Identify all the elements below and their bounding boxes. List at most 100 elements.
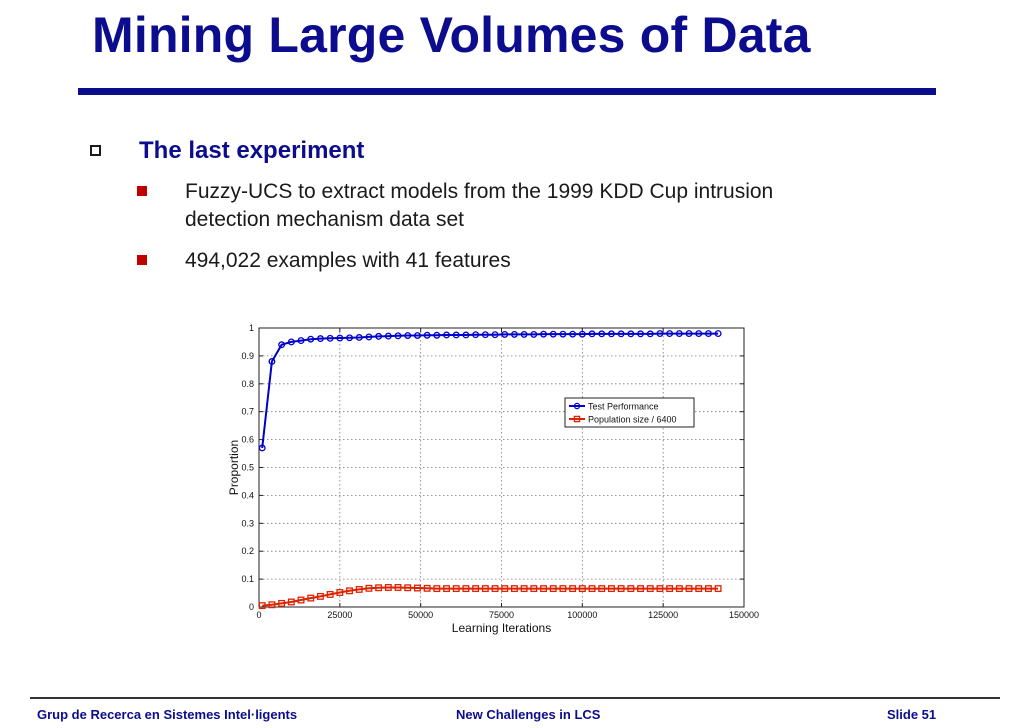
series-1-point — [656, 330, 664, 338]
series-2-point — [404, 584, 412, 592]
series-1-point — [452, 331, 460, 339]
series-2-point — [326, 590, 334, 598]
series-2-point — [530, 585, 538, 593]
series-1-point — [297, 337, 305, 345]
series-1-point — [685, 330, 693, 338]
y-tick-label: 0.4 — [241, 490, 254, 500]
x-tick-label: 150000 — [729, 610, 759, 620]
series-1-point — [307, 335, 315, 343]
series-1-point — [336, 334, 344, 342]
series-1-point — [675, 330, 683, 338]
series-2-point — [656, 585, 664, 593]
series-2-point — [646, 585, 654, 593]
series-2-point — [365, 584, 373, 592]
series-2-point — [598, 585, 606, 593]
bullet-text-1-line-2: detection mechanism data set — [185, 208, 464, 231]
series-1-point — [627, 330, 635, 338]
series-1-point — [578, 330, 586, 338]
series-1-point — [346, 334, 353, 342]
series-2-point — [607, 585, 615, 593]
series-2-point — [569, 585, 577, 593]
series-2-point — [588, 585, 596, 593]
series-2-point — [472, 585, 480, 593]
series-2-point — [675, 585, 683, 593]
x-tick-label: 25000 — [327, 610, 352, 620]
series-2-point — [666, 585, 674, 593]
series-1-point — [355, 334, 363, 341]
series-1-point — [588, 330, 596, 338]
y-tick-label: 0.8 — [241, 379, 254, 389]
slide-title: Mining Large Volumes of Data — [92, 7, 811, 63]
bullet-text-1-line-1: Fuzzy-UCS to extract models from the 199… — [185, 180, 774, 203]
series-2-point — [278, 599, 286, 607]
series-1-point — [287, 338, 295, 346]
series-1-point — [375, 332, 383, 340]
y-tick-label: 0.3 — [241, 518, 254, 528]
footer-rule — [30, 697, 1000, 699]
title-underline — [78, 88, 936, 95]
series-2-point — [491, 585, 499, 593]
legend-marker-square — [573, 415, 581, 423]
series-2-point — [443, 585, 450, 593]
series-1-point — [365, 333, 373, 341]
series-2-point — [549, 585, 557, 593]
series-2-point — [578, 585, 586, 593]
series-1-point — [326, 334, 334, 342]
series-2-point — [714, 585, 722, 593]
x-tick-label: 50000 — [408, 610, 433, 620]
series-1-point — [433, 331, 441, 339]
x-tick-label: 75000 — [489, 610, 514, 620]
series-1-point — [569, 330, 577, 338]
series-1-point — [423, 331, 431, 339]
series-2-point — [258, 602, 266, 610]
y-tick-label: 0 — [249, 602, 254, 612]
series-1-point — [540, 330, 547, 338]
y-tick-label: 1 — [249, 323, 254, 333]
series-2-point — [462, 585, 470, 593]
series-2-point — [452, 585, 460, 593]
series-1-point — [443, 331, 450, 339]
series-line-1 — [261, 332, 719, 449]
y-axis-label: Proportion — [227, 440, 241, 495]
y-tick-label: 0.5 — [241, 463, 254, 473]
legend-label: Test Performance — [588, 402, 659, 412]
series-1-point — [646, 330, 654, 338]
series-1-point — [501, 330, 509, 338]
square-bullet-icon — [137, 255, 147, 265]
series-1-point — [666, 330, 674, 338]
square-bullet-icon — [137, 186, 147, 196]
footer-organization: Grup de Recerca en Sistemes Intel·ligent… — [37, 707, 298, 722]
series-1-point — [704, 330, 712, 338]
series-1-point — [530, 330, 538, 338]
series-2-point — [413, 584, 421, 592]
series-1-point — [481, 331, 489, 339]
footer-presentation-title: New Challenges in LCS — [456, 707, 601, 722]
series-2-point — [394, 584, 402, 591]
series-1-point — [413, 332, 421, 339]
series-2-point — [433, 585, 441, 593]
series-2-point — [704, 585, 712, 593]
series-1-point — [695, 330, 703, 338]
x-tick-label: 100000 — [567, 610, 597, 620]
legend-box — [564, 397, 695, 428]
series-1-point — [472, 331, 480, 339]
series-1-point — [598, 330, 606, 338]
series-2-point — [287, 598, 295, 606]
series-2-point — [307, 594, 315, 602]
series-2-point — [375, 584, 383, 592]
series-2-point — [559, 585, 567, 593]
series-2-point — [336, 589, 344, 596]
x-tick-label: 125000 — [648, 610, 678, 620]
series-1-point — [394, 332, 402, 340]
series-2-point — [346, 587, 353, 595]
hollow-square-bullet-icon — [90, 145, 101, 156]
series-1-point — [268, 358, 276, 365]
x-axis-label: Learning Iterations — [452, 621, 551, 635]
series-1-point — [491, 331, 499, 339]
legend-label: Population size / 6400 — [588, 415, 677, 425]
series-1-point — [714, 330, 722, 338]
series-1-point — [278, 341, 286, 349]
series-2-point — [520, 585, 528, 593]
series-2-point — [510, 585, 518, 593]
